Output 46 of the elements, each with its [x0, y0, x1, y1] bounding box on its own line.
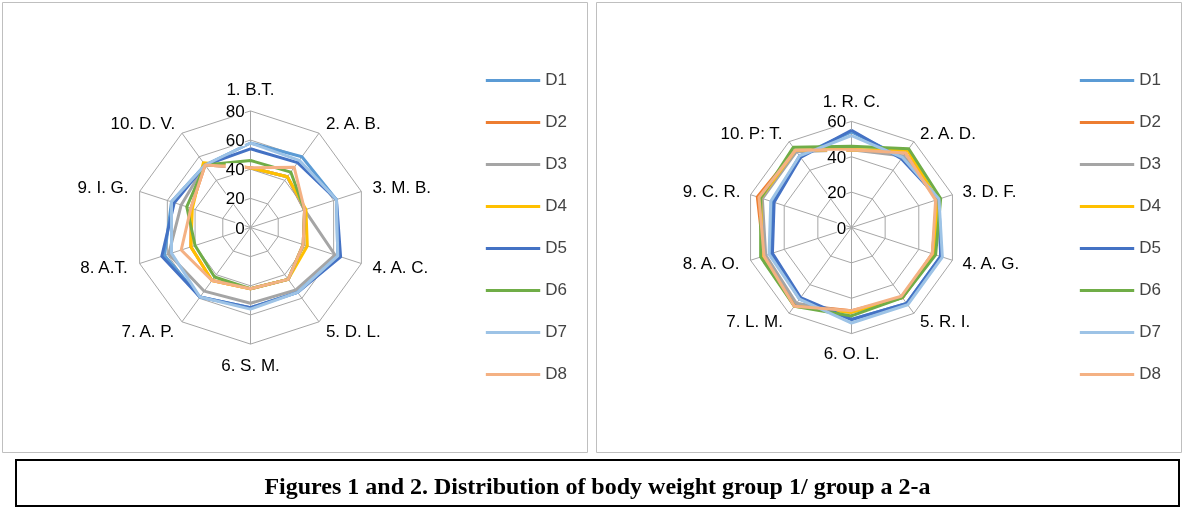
spoke-label: 1. B.T.	[226, 80, 275, 100]
legend-label: D2	[1139, 112, 1161, 132]
y-tick-label: 20	[225, 189, 245, 209]
legend-label: D5	[1139, 238, 1161, 258]
legend-label: D6	[545, 280, 567, 300]
y-tick-label: 40	[827, 147, 847, 167]
legend-label: D4	[545, 196, 567, 216]
legend-label: D5	[545, 238, 567, 258]
y-tick-label: 20	[827, 183, 847, 203]
spoke-label: 3. D. F.	[962, 181, 1017, 201]
y-tick-label: 80	[225, 101, 245, 121]
legend-label: D7	[1139, 322, 1161, 342]
spoke-label: 5. D. L.	[325, 321, 381, 341]
legend-label: D3	[545, 154, 567, 174]
legend-label: D4	[1139, 196, 1161, 216]
spoke-label: 2. A. B.	[325, 114, 381, 134]
legend-label: D6	[1139, 280, 1161, 300]
legend-label: D1	[545, 70, 567, 90]
legend-label: D3	[1139, 154, 1161, 174]
spoke-label: 2. A. D.	[920, 123, 976, 143]
spoke-label: 8. A.T.	[80, 257, 128, 277]
spoke-label: 4. A. G.	[962, 254, 1020, 274]
y-tick-label: 0	[836, 218, 847, 238]
y-tick-label: 60	[225, 131, 245, 151]
legend-label: D8	[1139, 364, 1161, 384]
spoke-label: 8. A. O.	[682, 254, 740, 274]
legend-label: D2	[545, 112, 567, 132]
spoke-label: 7. L. M.	[726, 312, 783, 332]
text: Figures 1 and 2. Distribution of body weight group 1/ group a 2-a	[264, 472, 931, 501]
spoke-label: 9. I. G.	[77, 178, 129, 198]
spoke-label: 7. A. P.	[121, 321, 175, 341]
legend-label: D7	[545, 322, 567, 342]
spoke-label: 10. D. V.	[110, 114, 176, 134]
y-tick-label: 60	[827, 112, 847, 132]
legend-label: D1	[1139, 70, 1161, 90]
spoke-label: 4. A. C.	[372, 257, 429, 277]
y-tick-label: 0	[235, 218, 245, 238]
spoke-label: 6. O. L.	[823, 344, 880, 364]
spoke-label: 6. S. M.	[221, 355, 280, 375]
spoke-label: 3. M. B.	[372, 178, 432, 198]
spoke-label: 10. P: T.	[720, 123, 783, 143]
y-tick-label: 40	[225, 160, 245, 180]
spoke-label: 9. C. R.	[682, 181, 741, 201]
spoke-label: 1. R. C.	[822, 91, 881, 111]
legend-label: D8	[545, 364, 567, 384]
spoke-label: 5. R. I.	[920, 312, 971, 332]
